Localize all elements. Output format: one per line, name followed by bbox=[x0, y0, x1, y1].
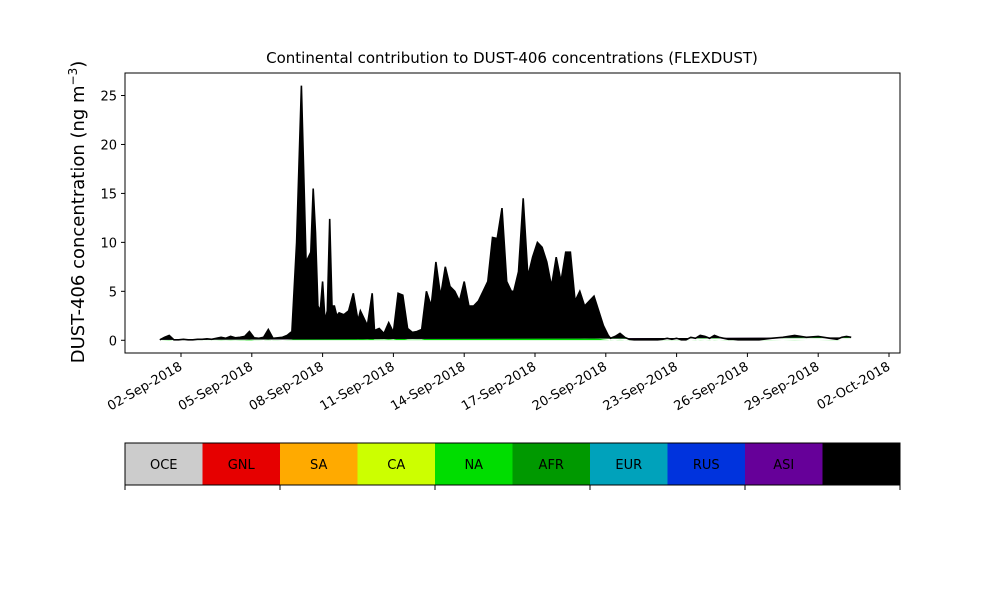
y-tick-label: 20 bbox=[100, 138, 117, 153]
legend-colorbar: OCE GNL SA CA NA AFR EUR RUS ASI AUS bbox=[124, 442, 901, 490]
x-tick-label: 11-Sep-2018 bbox=[318, 359, 398, 414]
x-tick-label: 02-Oct-2018 bbox=[815, 359, 893, 413]
y-axis-label-main: DUST-406 concentration (ng m bbox=[68, 85, 89, 363]
legend-label-na: NA bbox=[464, 458, 483, 473]
legend-label-rus: RUS bbox=[693, 458, 720, 473]
legend-label-aus: AUS bbox=[848, 458, 875, 473]
legend-label-gnl: GNL bbox=[228, 458, 256, 473]
series-area-aus bbox=[159, 85, 852, 340]
legend-label-eur: EUR bbox=[615, 458, 642, 473]
x-tick-label: 20-Sep-2018 bbox=[530, 359, 610, 414]
legend-swatch-oce bbox=[125, 443, 203, 485]
y-axis-label: DUST-406 concentration (ng m−3) bbox=[66, 61, 89, 364]
y-tick-label: 25 bbox=[100, 90, 117, 105]
legend-label-asi: ASI bbox=[773, 458, 794, 473]
y-tick-label: 5 bbox=[109, 285, 117, 300]
legend-label-sa: SA bbox=[310, 458, 327, 473]
x-tick-label: 08-Sep-2018 bbox=[247, 359, 327, 414]
legend-label-ca: CA bbox=[387, 458, 405, 473]
plot-frame bbox=[124, 72, 901, 354]
legend-swatch-sa bbox=[280, 443, 358, 485]
y-axis: 0 5 10 15 20 25 bbox=[100, 90, 125, 349]
legend-swatch-ca bbox=[357, 443, 435, 485]
y-tick-label: 0 bbox=[109, 334, 117, 349]
y-tick-label: 15 bbox=[100, 187, 117, 202]
legend-swatch-gnl bbox=[202, 443, 280, 485]
x-tick-label: 05-Sep-2018 bbox=[176, 359, 256, 414]
chart-title: Continental contribution to DUST-406 con… bbox=[266, 49, 758, 67]
plot-area bbox=[159, 85, 852, 341]
x-tick-label: 26-Sep-2018 bbox=[672, 359, 752, 414]
x-axis: 02-Sep-201805-Sep-201808-Sep-201811-Sep-… bbox=[105, 353, 893, 414]
legend-swatch-aus bbox=[822, 443, 900, 485]
legend-swatch-afr bbox=[512, 443, 590, 485]
y-tick-label: 10 bbox=[100, 236, 117, 251]
y-axis-label-superscript: −3 bbox=[66, 68, 80, 86]
legend-label-oce: OCE bbox=[150, 458, 178, 473]
y-axis-label-close: ) bbox=[68, 61, 89, 68]
x-tick-label: 29-Sep-2018 bbox=[742, 359, 822, 414]
x-tick-label: 17-Sep-2018 bbox=[459, 359, 539, 414]
x-tick-label: 02-Sep-2018 bbox=[105, 359, 185, 414]
x-tick-label: 23-Sep-2018 bbox=[601, 359, 681, 414]
legend-label-afr: AFR bbox=[539, 458, 564, 473]
legend-frame bbox=[124, 442, 901, 486]
legend-swatch-na bbox=[435, 443, 513, 485]
series-total-line bbox=[159, 85, 852, 341]
legend-swatch-eur bbox=[590, 443, 668, 485]
legend-swatch-rus bbox=[667, 443, 745, 485]
legend-swatch-asi bbox=[745, 443, 823, 485]
x-tick-label: 14-Sep-2018 bbox=[388, 359, 468, 414]
